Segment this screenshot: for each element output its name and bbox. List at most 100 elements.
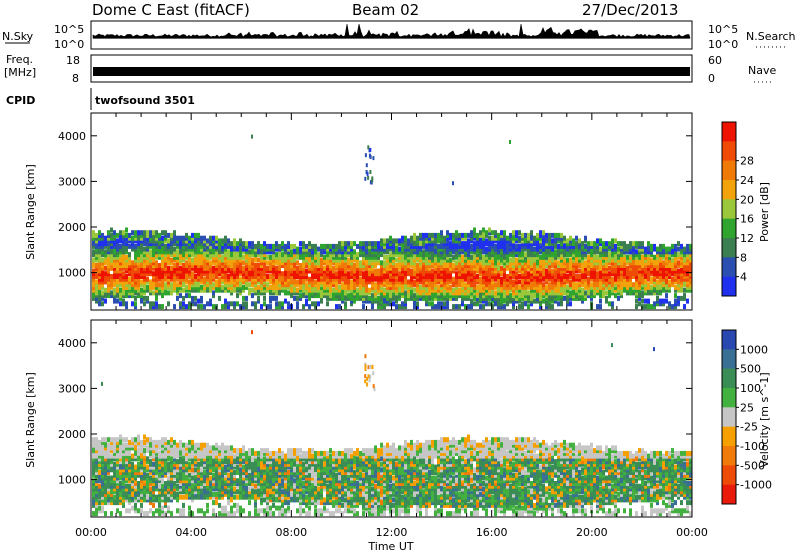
power-cell	[605, 257, 608, 263]
power-cell	[194, 241, 197, 247]
power-cell	[479, 254, 482, 260]
power-cell	[461, 243, 464, 249]
power-cell	[365, 276, 368, 282]
power-cell	[527, 298, 530, 304]
power-cell	[239, 246, 242, 252]
power-cell	[467, 274, 470, 279]
power-cell	[278, 282, 281, 288]
power-cell	[287, 252, 290, 258]
power-cell	[389, 284, 392, 290]
power-cell	[206, 254, 209, 260]
power-cell	[635, 263, 638, 268]
power-cell	[164, 254, 167, 260]
power-cell	[98, 230, 101, 236]
power-cell	[371, 252, 374, 258]
power-cell	[167, 282, 170, 288]
power-cell	[434, 241, 437, 247]
power-cell	[353, 257, 356, 263]
power-cell	[476, 241, 479, 247]
power-cell	[362, 265, 365, 271]
power-cell	[281, 252, 284, 258]
power-cell	[197, 249, 200, 255]
power-cell	[206, 265, 209, 271]
power-cell	[539, 265, 542, 271]
power-cell	[296, 290, 299, 296]
power-cell	[608, 265, 611, 271]
power-cell	[200, 304, 203, 310]
power-cell	[137, 279, 140, 285]
power-cell	[338, 263, 341, 268]
power-cell	[197, 254, 200, 260]
power-cell	[533, 257, 536, 263]
power-cell	[314, 263, 317, 268]
power-cell	[364, 153, 367, 158]
power-cell	[566, 268, 569, 274]
power-cell	[332, 252, 335, 258]
power-cell	[359, 246, 362, 252]
power-cell	[197, 265, 200, 271]
power-cell	[332, 295, 335, 301]
power-cell	[425, 263, 428, 268]
power-cell	[554, 252, 557, 258]
power-cell	[641, 254, 644, 260]
power-cell	[371, 295, 374, 301]
power-cell	[203, 268, 206, 274]
power-cell	[539, 235, 542, 241]
colorbar-segment	[722, 180, 736, 200]
power-cell	[143, 254, 146, 260]
power-cell	[149, 260, 152, 266]
power-cell	[671, 304, 674, 310]
power-cell	[122, 293, 125, 299]
power-cell	[113, 249, 116, 255]
power-cell	[566, 252, 569, 258]
power-cell	[128, 260, 131, 266]
power-cell	[578, 241, 581, 247]
power-cell	[563, 282, 566, 288]
power-cell	[602, 254, 605, 260]
power-cell	[122, 252, 125, 258]
power-cell	[566, 290, 569, 296]
power-cell	[242, 260, 245, 266]
power-cell	[113, 276, 116, 282]
power-cell	[200, 274, 203, 279]
power-cell	[524, 276, 527, 282]
power-cell	[359, 271, 362, 277]
power-cell	[449, 252, 452, 258]
power-cell	[161, 254, 164, 260]
power-cell	[281, 279, 284, 285]
power-cell	[227, 254, 230, 260]
power-cell	[131, 243, 134, 249]
power-cell	[146, 241, 149, 247]
power-cell	[554, 295, 557, 301]
power-cell	[548, 254, 551, 260]
power-cell	[245, 252, 248, 258]
power-cell	[593, 293, 596, 299]
power-cell	[356, 260, 359, 266]
power-cell	[386, 254, 389, 260]
power-cell	[314, 260, 317, 266]
power-cell	[122, 238, 125, 244]
power-cell	[92, 232, 95, 238]
power-cell	[596, 287, 599, 293]
power-cell	[539, 274, 542, 279]
power-cell	[275, 252, 278, 258]
power-cell	[143, 290, 146, 296]
power-cell	[299, 241, 302, 247]
power-cell	[635, 241, 638, 247]
power-cell	[212, 284, 215, 290]
velocity-cell	[137, 448, 140, 454]
power-cell	[104, 265, 107, 271]
power-cell	[161, 271, 164, 277]
power-cell	[509, 241, 512, 247]
power-cell	[173, 246, 176, 252]
power-cell	[533, 238, 536, 244]
power-cell	[113, 238, 116, 244]
power-cell	[518, 298, 521, 304]
power-cell	[431, 274, 434, 279]
power-cell	[326, 276, 329, 282]
power-cell	[425, 257, 428, 263]
power-cell	[290, 271, 293, 277]
power-cell	[563, 284, 566, 290]
power-cell	[365, 265, 368, 271]
power-cell	[251, 246, 254, 252]
